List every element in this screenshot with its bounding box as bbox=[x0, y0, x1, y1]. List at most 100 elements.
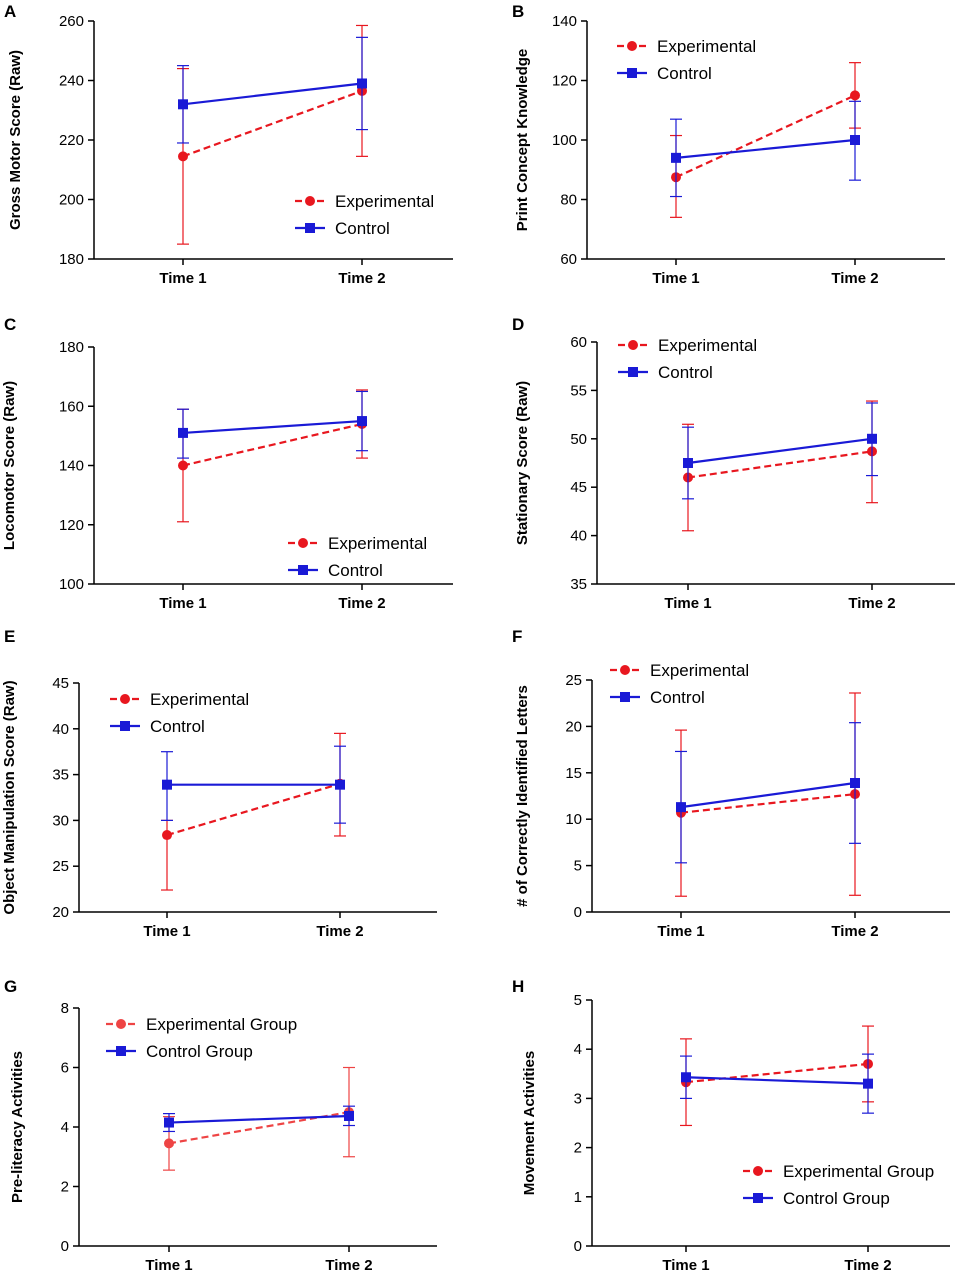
y-tick-label: 140 bbox=[59, 458, 84, 475]
chart-panel-f: F 0 5 10 15 20 25 Time 1 Time 2 # of Correctly Id… bbox=[512, 627, 950, 940]
series-line bbox=[685, 1076, 869, 1085]
data-point bbox=[335, 779, 345, 790]
chart-panel-h: H 0 1 2 3 4 5 Time 1 Time 2 Movement Activities Ex… bbox=[512, 977, 950, 1274]
series-experimental bbox=[682, 400, 878, 532]
y-tick-label: 35 bbox=[570, 576, 587, 593]
legend-marker bbox=[298, 538, 308, 548]
series-line bbox=[675, 138, 856, 159]
chart-panel-c: C 100 120 140 160 180 Time 1 Time 2 Locomotor Sc… bbox=[1, 315, 453, 612]
legend: Experimental Control bbox=[618, 336, 757, 382]
legend: Experimental Control bbox=[110, 690, 249, 736]
y-tick-label: 180 bbox=[59, 251, 84, 268]
data-point bbox=[357, 78, 367, 89]
series-line bbox=[182, 89, 363, 158]
y-tick-label: 4 bbox=[61, 1119, 69, 1136]
x-tick-label: Time 2 bbox=[831, 270, 878, 287]
x-tick-label: Time 2 bbox=[338, 270, 385, 287]
y-tick-label: 50 bbox=[570, 431, 587, 448]
chart-panel-g: G 0 2 4 6 8 Time 1 Time 2 Pre-literacy Activitie… bbox=[4, 977, 437, 1274]
y-tick-label: 40 bbox=[570, 528, 587, 545]
x-tick-label: Time 1 bbox=[159, 270, 206, 287]
y-tick-label: 120 bbox=[59, 517, 84, 534]
x-tick-label: Time 2 bbox=[831, 923, 878, 940]
x-tick-label: Time 1 bbox=[664, 595, 711, 612]
chart-panel-b: B 60 80 100 120 140 Time 1 Time 2 Print Concept … bbox=[512, 2, 945, 287]
series-line bbox=[182, 82, 363, 106]
legend-marker bbox=[753, 1166, 763, 1176]
series-control bbox=[675, 722, 861, 864]
x-tick-label: Time 1 bbox=[143, 923, 190, 940]
y-tick-label: 120 bbox=[552, 73, 577, 90]
y-axis-title: # of Correctly Identified Letters bbox=[514, 685, 531, 907]
x-tick-label: Time 2 bbox=[325, 1257, 372, 1274]
y-tick-label: 2 bbox=[61, 1179, 69, 1196]
legend-marker bbox=[120, 721, 130, 731]
panel-letter-e: E bbox=[4, 627, 15, 646]
data-point bbox=[863, 1078, 873, 1089]
series-line bbox=[182, 422, 363, 467]
legend-marker bbox=[628, 367, 638, 377]
panel-letter-b: B bbox=[512, 2, 524, 21]
y-tick-label: 80 bbox=[560, 192, 577, 209]
data-point bbox=[162, 830, 172, 841]
series-line bbox=[675, 94, 856, 179]
x-tick-label: Time 1 bbox=[662, 1257, 709, 1274]
data-point bbox=[676, 802, 686, 813]
y-tick-label: 45 bbox=[52, 675, 69, 692]
legend: Experimental Group Control Group bbox=[743, 1162, 934, 1208]
x-tick-label: Time 1 bbox=[652, 270, 699, 287]
x-tick-label: Time 2 bbox=[848, 595, 895, 612]
legend-label: Experimental bbox=[657, 37, 756, 56]
y-tick-label: 3 bbox=[574, 1090, 582, 1107]
panel-letter-h: H bbox=[512, 977, 524, 996]
y-tick-label: 4 bbox=[574, 1041, 582, 1058]
data-point bbox=[671, 152, 681, 163]
x-tick-label: Time 2 bbox=[316, 923, 363, 940]
legend-label: Experimental Group bbox=[783, 1162, 934, 1181]
series-line bbox=[166, 782, 341, 837]
legend-label: Experimental bbox=[328, 534, 427, 553]
data-point bbox=[178, 151, 188, 162]
y-tick-label: 2 bbox=[574, 1140, 582, 1157]
y-tick-label: 6 bbox=[61, 1060, 69, 1077]
series-line bbox=[680, 781, 856, 809]
legend-label: Control bbox=[650, 688, 705, 707]
y-tick-label: 55 bbox=[570, 382, 587, 399]
legend-label: Experimental bbox=[150, 690, 249, 709]
y-tick-label: 1 bbox=[574, 1189, 582, 1206]
series-line bbox=[687, 450, 873, 479]
legend-label: Experimental bbox=[335, 192, 434, 211]
y-axis-title: Locomotor Score (Raw) bbox=[1, 381, 18, 550]
data-point bbox=[850, 90, 860, 101]
chart-panel-e: E 20 25 30 35 40 45 Time 1 Time 2 Object Manipula… bbox=[1, 627, 437, 940]
data-point bbox=[681, 1072, 691, 1083]
series-experimental bbox=[670, 62, 861, 218]
series-control bbox=[161, 745, 346, 824]
series-control bbox=[163, 1105, 355, 1133]
series-experimental bbox=[680, 1025, 874, 1127]
series-line bbox=[168, 1111, 350, 1145]
y-tick-label: 180 bbox=[59, 339, 84, 356]
x-tick-label: Time 1 bbox=[145, 1257, 192, 1274]
series-control bbox=[670, 100, 861, 198]
y-axis-title: Stationary Score (Raw) bbox=[514, 381, 531, 545]
legend-label: Control bbox=[328, 561, 383, 580]
y-tick-label: 160 bbox=[59, 398, 84, 415]
y-tick-label: 60 bbox=[560, 251, 577, 268]
y-tick-label: 140 bbox=[552, 13, 577, 30]
y-tick-label: 0 bbox=[574, 904, 582, 921]
y-tick-label: 30 bbox=[52, 812, 69, 829]
chart-panel-d: D 35 40 45 50 55 60 Time 1 Time 2 Stationary Scor… bbox=[512, 315, 955, 612]
series-line bbox=[685, 1062, 869, 1084]
legend-marker bbox=[120, 694, 130, 704]
y-tick-label: 35 bbox=[52, 767, 69, 784]
series-control bbox=[682, 402, 878, 500]
series-control bbox=[177, 36, 368, 144]
data-point bbox=[178, 427, 188, 438]
legend-marker bbox=[620, 665, 630, 675]
y-tick-label: 200 bbox=[59, 192, 84, 209]
legend-marker bbox=[628, 340, 638, 350]
y-tick-label: 100 bbox=[552, 132, 577, 149]
legend-marker bbox=[298, 565, 308, 575]
